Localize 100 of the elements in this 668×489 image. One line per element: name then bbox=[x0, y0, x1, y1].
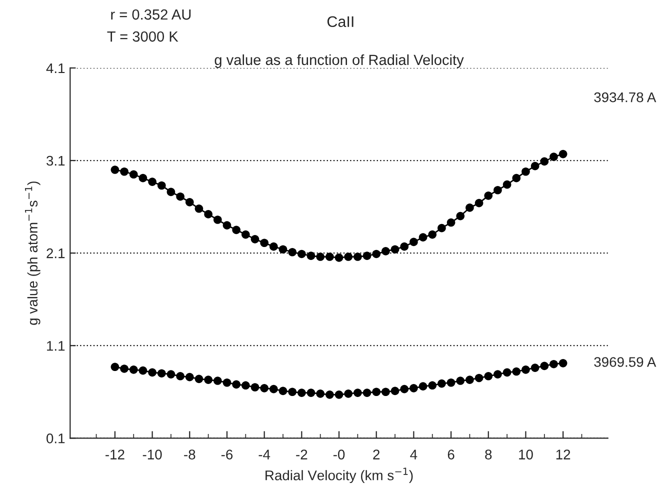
point bbox=[558, 150, 568, 158]
point bbox=[166, 188, 176, 196]
point bbox=[502, 368, 512, 377]
point bbox=[418, 233, 428, 242]
point bbox=[456, 212, 465, 220]
point bbox=[400, 242, 409, 251]
y-axis-title: g value (ph atom$^{−1}$s$^{−1}$) bbox=[25, 182, 40, 325]
point bbox=[550, 152, 558, 161]
point bbox=[129, 170, 138, 179]
point bbox=[278, 245, 288, 254]
x-tick-label: 12 bbox=[556, 450, 570, 460]
point bbox=[306, 388, 316, 397]
point bbox=[194, 204, 204, 213]
point bbox=[120, 364, 128, 373]
point bbox=[204, 376, 212, 384]
x-tick-label: 10 bbox=[519, 450, 533, 460]
point bbox=[129, 365, 138, 374]
point bbox=[213, 216, 222, 224]
point bbox=[410, 384, 418, 392]
x-tick-label: -0 bbox=[333, 450, 345, 460]
text: T = 3000 K bbox=[107, 31, 178, 42]
point bbox=[512, 174, 521, 182]
point bbox=[484, 192, 493, 200]
point bbox=[372, 250, 381, 258]
point bbox=[316, 390, 325, 398]
point bbox=[344, 252, 353, 261]
point bbox=[558, 359, 568, 368]
point bbox=[298, 250, 306, 258]
point bbox=[148, 368, 156, 377]
point bbox=[438, 379, 446, 388]
point bbox=[372, 388, 381, 396]
x-tick-label: -6 bbox=[221, 450, 233, 460]
point bbox=[138, 366, 148, 375]
y-tick-label: 1.1 bbox=[47, 341, 65, 351]
point bbox=[484, 372, 493, 380]
text: 3934.78 A bbox=[594, 92, 656, 102]
y-tick-label: 2.1 bbox=[46, 248, 65, 258]
point bbox=[250, 383, 260, 392]
point bbox=[334, 390, 344, 399]
point bbox=[194, 374, 204, 384]
point bbox=[362, 252, 372, 260]
point bbox=[354, 388, 362, 397]
point bbox=[148, 178, 156, 186]
point bbox=[316, 252, 325, 261]
point bbox=[288, 248, 296, 256]
point bbox=[176, 372, 184, 380]
point bbox=[157, 369, 166, 378]
point bbox=[446, 378, 456, 387]
chart-subtitle: g value as a function of Radial Velocity bbox=[214, 54, 464, 68]
point bbox=[494, 370, 502, 378]
point bbox=[382, 247, 390, 256]
point bbox=[334, 254, 344, 262]
x-tick-label: -10 bbox=[142, 450, 162, 460]
point bbox=[232, 226, 240, 234]
point bbox=[269, 384, 278, 394]
y-tick-label: 4.1 bbox=[46, 63, 65, 74]
point bbox=[260, 384, 268, 392]
point bbox=[466, 204, 474, 212]
point bbox=[418, 382, 428, 390]
point bbox=[540, 362, 549, 370]
point bbox=[456, 376, 465, 385]
x-tick-label: -8 bbox=[184, 450, 196, 460]
point bbox=[502, 180, 512, 189]
point bbox=[241, 230, 250, 239]
point bbox=[110, 362, 120, 372]
point bbox=[185, 198, 194, 206]
point bbox=[260, 238, 268, 248]
x-tick-label: -12 bbox=[106, 450, 124, 460]
point bbox=[446, 218, 456, 227]
point bbox=[157, 181, 166, 190]
point bbox=[241, 381, 250, 390]
point bbox=[550, 360, 558, 368]
point bbox=[288, 388, 296, 396]
point bbox=[354, 252, 362, 261]
point bbox=[512, 367, 521, 376]
point bbox=[530, 364, 540, 372]
point bbox=[474, 374, 484, 382]
point bbox=[222, 378, 232, 387]
point bbox=[185, 372, 194, 382]
point bbox=[522, 365, 530, 374]
point bbox=[362, 388, 372, 397]
x-tick-label: 4 bbox=[410, 450, 418, 460]
point bbox=[326, 252, 334, 261]
series-label: 3969.59 A bbox=[594, 357, 656, 367]
point bbox=[278, 386, 288, 396]
chart-title: CaII bbox=[327, 16, 354, 28]
point bbox=[326, 390, 334, 399]
point bbox=[138, 174, 148, 182]
point bbox=[250, 235, 260, 244]
point bbox=[269, 242, 278, 251]
point bbox=[213, 376, 222, 385]
point bbox=[410, 238, 418, 246]
point bbox=[110, 166, 120, 174]
point bbox=[204, 210, 212, 218]
point bbox=[494, 186, 502, 194]
text: r = 0.352 AU bbox=[111, 9, 191, 20]
x-tick-label: 8 bbox=[485, 450, 492, 460]
point bbox=[428, 230, 437, 239]
point bbox=[166, 370, 176, 378]
x-tick-label: 2 bbox=[373, 450, 380, 460]
